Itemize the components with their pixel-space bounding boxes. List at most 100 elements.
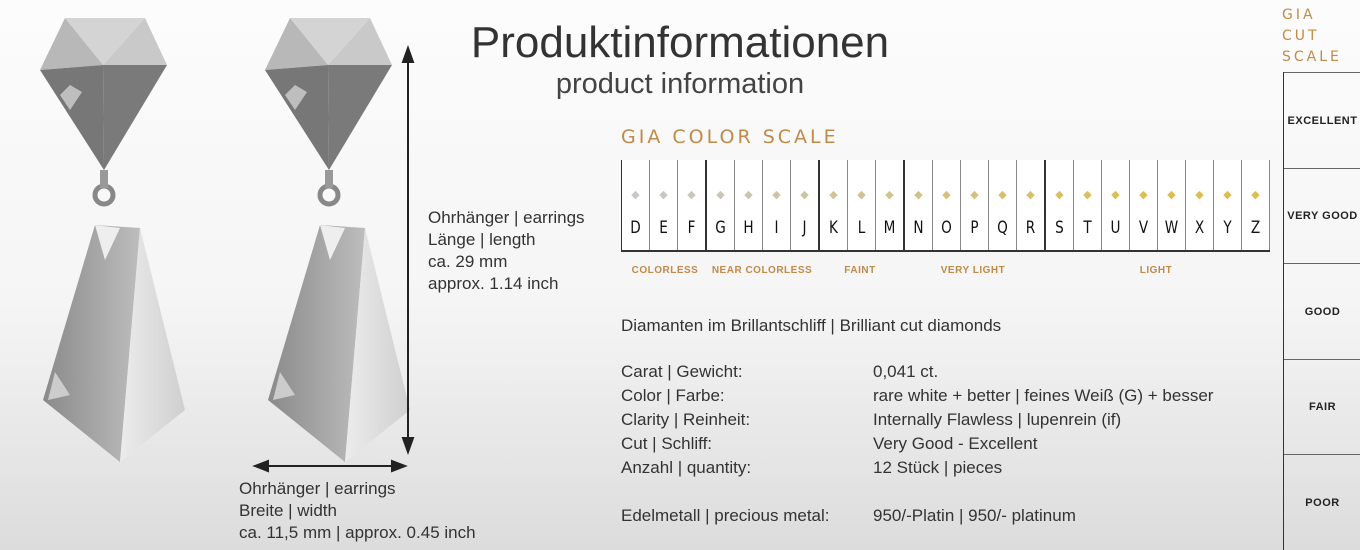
diamond-icon: ◆: [1083, 189, 1092, 201]
diamond-icon: ◆: [998, 189, 1007, 201]
spec-value: 12 Stück | pieces: [873, 458, 1003, 477]
color-grade-Q: ◆ Q: [989, 160, 1017, 250]
color-grade-K: ◆ K: [820, 160, 848, 250]
cut-title-line: GIA: [1282, 7, 1316, 23]
diamond-icon: ◆: [942, 189, 951, 201]
spec-row: Edelmetall | precious metal: 950/-Platin …: [621, 506, 1076, 526]
spec-label: Clarity | Reinheit:: [621, 410, 751, 429]
width-info: Ohrhänger | earrings Breite | width ca. …: [239, 478, 476, 544]
diamond-icon: ◆: [857, 189, 866, 201]
group-label: COLORLESS: [631, 265, 699, 276]
grade-letter: Z: [1250, 218, 1261, 238]
group-label: VERY LIGHT: [940, 265, 1006, 276]
color-scale-title: GIA COLOR SCALE: [621, 126, 839, 148]
color-grade-F: ◆ F: [678, 160, 707, 250]
spec-row: Color | Farbe: rare white + better | fein…: [621, 386, 1213, 406]
diamond-icon: ◆: [716, 189, 725, 201]
color-grade-Z: ◆ Z: [1242, 160, 1270, 250]
grade-letter: K: [829, 218, 838, 238]
earring: [40, 18, 185, 462]
spec-row: Carat | Gewicht: 0,041 ct.: [621, 362, 938, 382]
group-label: NEAR COLORLESS: [711, 265, 813, 276]
page-title: Produktinformationen: [470, 18, 890, 67]
length-line: Ohrhänger | earrings: [428, 208, 585, 227]
diamond-icon: ◆: [659, 189, 668, 201]
earrings-image: [40, 0, 415, 473]
spec-label: Edelmetall | precious metal:: [621, 506, 830, 525]
spec-value: rare white + better | feines Weiß (G) + …: [873, 386, 1214, 405]
color-grade-X: ◆ X: [1186, 160, 1214, 250]
spec-value: Very Good - Excellent: [873, 434, 1038, 453]
diamond-icon: ◆: [1223, 189, 1232, 201]
grade-letter: Q: [997, 218, 1008, 238]
width-line: ca. 11,5 mm | approx. 0.45 inch: [239, 523, 476, 542]
spec-value: 950/-Platin | 950/- platinum: [873, 506, 1076, 525]
color-grade-T: ◆ T: [1074, 160, 1102, 250]
grade-letter: D: [630, 218, 641, 238]
grade-letter: R: [1025, 218, 1036, 238]
cut-scale: EXCELLENT VERY GOOD GOOD FAIR POOR: [1283, 72, 1360, 550]
color-grade-O: ◆ O: [933, 160, 961, 250]
length-line: Länge | length: [428, 230, 536, 249]
spec-value: 0,041 ct.: [873, 362, 939, 381]
color-grade-L: ◆ L: [848, 160, 876, 250]
grade-letter: M: [883, 218, 896, 238]
cut-grade: GOOD: [1284, 263, 1360, 359]
color-grade-E: ◆ E: [650, 160, 678, 250]
grade-letter: L: [857, 218, 866, 238]
cut-title-line: SCALE: [1282, 49, 1342, 65]
spec-row: Clarity | Reinheit: Internally Flawless |…: [621, 410, 1121, 430]
color-scale: ◆ D ◆ E ◆ F ◆ G ◆ H ◆ I ◆ J ◆ K ◆ L ◆ M ◆ N ◆ O ◆ P ◆ Q ◆ R ◆ S ◆ T ◆ U ◆ V ◆ W…: [621, 160, 1270, 252]
grade-letter: I: [774, 218, 779, 238]
width-arrow: [252, 459, 408, 473]
grade-letter: O: [941, 218, 952, 238]
color-grade-N: ◆ N: [905, 160, 933, 250]
grade-letter: F: [687, 218, 696, 238]
color-grade-Y: ◆ Y: [1214, 160, 1242, 250]
spec-label: Color | Farbe:: [621, 386, 725, 405]
length-info: Ohrhänger | earrings Länge | length ca. …: [428, 207, 585, 295]
cut-title-line: CUT: [1282, 28, 1320, 44]
color-grade-I: ◆ I: [763, 160, 791, 250]
spec-row: Cut | Schliff: Very Good - Excellent: [621, 434, 1037, 454]
diamond-icon: ◆: [1251, 189, 1260, 201]
diamond-icon: ◆: [687, 189, 696, 201]
diamond-icon: ◆: [970, 189, 979, 201]
color-grade-G: ◆ G: [707, 160, 735, 250]
diamond-icon: ◆: [1111, 189, 1120, 201]
grade-letter: V: [1138, 218, 1149, 238]
grade-letter: P: [970, 218, 979, 238]
color-grade-V: ◆ V: [1130, 160, 1158, 250]
width-line: Ohrhänger | earrings: [239, 479, 396, 498]
grade-letter: U: [1110, 218, 1121, 238]
diamond-icon: ◆: [1139, 189, 1148, 201]
diamond-icon: ◆: [1195, 189, 1204, 201]
spec-row: Anzahl | quantity: 12 Stück | pieces: [621, 458, 1002, 478]
diamond-icon: ◆: [1055, 189, 1064, 201]
cut-grade: EXCELLENT: [1284, 72, 1360, 168]
grade-letter: G: [715, 218, 726, 238]
grade-letter: S: [1055, 218, 1064, 238]
spec-label: Carat | Gewicht:: [621, 362, 743, 381]
color-grade-H: ◆ H: [735, 160, 763, 250]
color-grade-U: ◆ U: [1102, 160, 1130, 250]
grade-letter: X: [1194, 218, 1205, 238]
spec-label: Anzahl | quantity:: [621, 458, 752, 477]
grade-letter: Y: [1223, 218, 1232, 238]
color-grade-J: ◆ J: [791, 160, 820, 250]
group-label: FAINT: [844, 265, 876, 276]
color-grade-R: ◆ R: [1017, 160, 1046, 250]
cut-grade: POOR: [1284, 454, 1360, 550]
length-line: approx. 1.14 inch: [428, 274, 559, 293]
color-grade-S: ◆ S: [1046, 160, 1074, 250]
color-grade-P: ◆ P: [961, 160, 989, 250]
specs-heading: Diamanten im Brillantschliff | Brilliant…: [621, 316, 1002, 335]
cut-scale-title: GIA CUT SCALE: [1282, 5, 1342, 68]
diamond-icon: ◆: [1167, 189, 1176, 201]
spec-value: Internally Flawless | lupenrein (if): [873, 410, 1122, 429]
cut-grade: VERY GOOD: [1284, 167, 1360, 264]
diamond-icon: ◆: [829, 189, 838, 201]
grade-letter: H: [743, 218, 754, 238]
cut-grade: FAIR: [1284, 358, 1360, 455]
